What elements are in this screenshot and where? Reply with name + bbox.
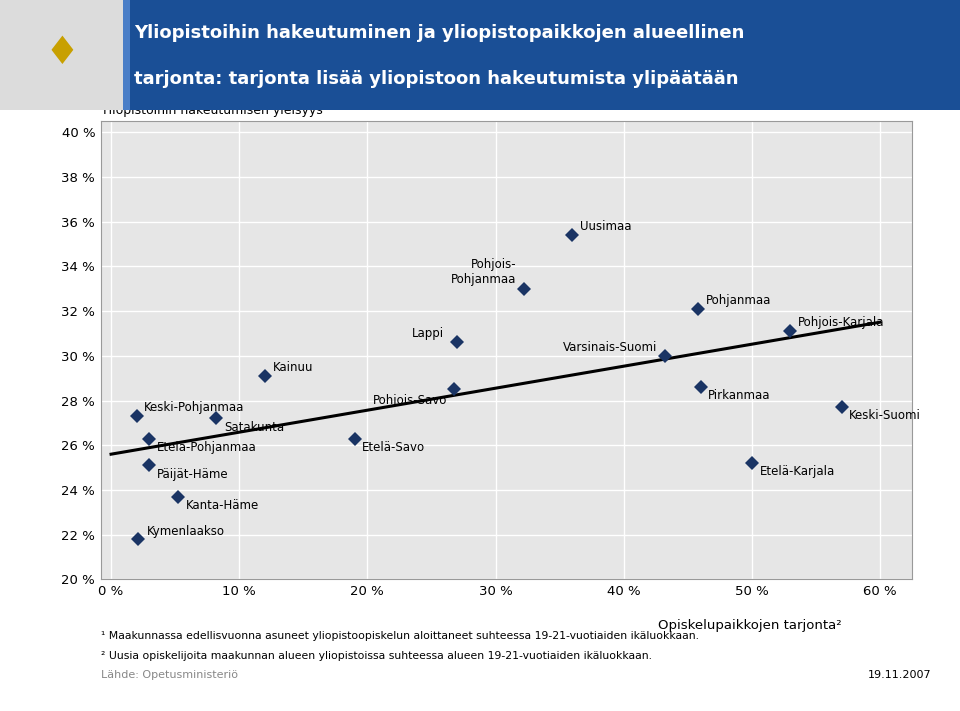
Ellipse shape	[74, 63, 94, 74]
Text: Etelä-Karjala: Etelä-Karjala	[759, 466, 835, 479]
Text: Opiskelupaikkojen tarjonta²: Opiskelupaikkojen tarjonta²	[658, 619, 842, 631]
Text: ¹ Maakunnassa edellisvuonna asuneet yliopistoopiskelun aloittaneet suhteessa 19-: ¹ Maakunnassa edellisvuonna asuneet ylio…	[101, 631, 699, 641]
Text: Kainuu: Kainuu	[273, 360, 313, 374]
Bar	[11, 14, 104, 98]
Ellipse shape	[26, 77, 50, 89]
Text: Pohjois-Savo: Pohjois-Savo	[372, 394, 446, 407]
Text: Pirkanmaa: Pirkanmaa	[708, 390, 771, 402]
Text: Lähde: Opetusministeriö: Lähde: Opetusministeriö	[101, 670, 238, 680]
Text: Uusimaa: Uusimaa	[580, 220, 632, 232]
Text: Keski-Pohjanmaa: Keski-Pohjanmaa	[144, 401, 245, 414]
Text: Satakunta: Satakunta	[224, 421, 284, 434]
Text: Lappi: Lappi	[412, 327, 444, 340]
Bar	[77, 18, 83, 48]
Polygon shape	[54, 4, 87, 14]
Text: Pohjois-
Pohjanmaa: Pohjois- Pohjanmaa	[450, 258, 516, 287]
Text: ² Uusia opiskelijoita maakunnan alueen yliopistoissa suhteessa alueen 19-21-vuot: ² Uusia opiskelijoita maakunnan alueen y…	[101, 651, 652, 661]
Text: Keski-Suomi: Keski-Suomi	[850, 410, 921, 422]
Text: Yliopistoihin hakeutuminen ja yliopistopaikkojen alueellinen: Yliopistoihin hakeutuminen ja yliopistop…	[134, 24, 745, 42]
Text: Etelä-Pohjanmaa: Etelä-Pohjanmaa	[157, 441, 257, 454]
Text: Yliopistoihin hakeutumisen yleisyys¹: Yliopistoihin hakeutumisen yleisyys¹	[101, 105, 327, 117]
Bar	[11, 14, 104, 98]
Text: ♦: ♦	[45, 34, 80, 72]
Ellipse shape	[24, 26, 84, 91]
Text: Pohjois-Karjala: Pohjois-Karjala	[798, 316, 884, 329]
Text: 19.11.2007: 19.11.2007	[868, 670, 931, 680]
Text: Etelä-Savo: Etelä-Savo	[362, 441, 425, 454]
Text: tarjonta: tarjonta lisää yliopistoon hakeutumista ylipäätään: tarjonta: tarjonta lisää yliopistoon hak…	[134, 70, 739, 88]
Ellipse shape	[27, 26, 83, 91]
Text: Päijät-Häme: Päijät-Häme	[157, 468, 228, 481]
Text: Kanta-Häme: Kanta-Häme	[185, 499, 258, 512]
Ellipse shape	[24, 79, 48, 92]
Ellipse shape	[73, 65, 95, 77]
Text: Kymenlaakso: Kymenlaakso	[147, 525, 225, 538]
Text: Varsinais-Suomi: Varsinais-Suomi	[563, 341, 657, 353]
Circle shape	[54, 8, 93, 43]
Circle shape	[54, 8, 93, 43]
Polygon shape	[13, 14, 33, 36]
Text: Pohjanmaa: Pohjanmaa	[706, 294, 771, 306]
